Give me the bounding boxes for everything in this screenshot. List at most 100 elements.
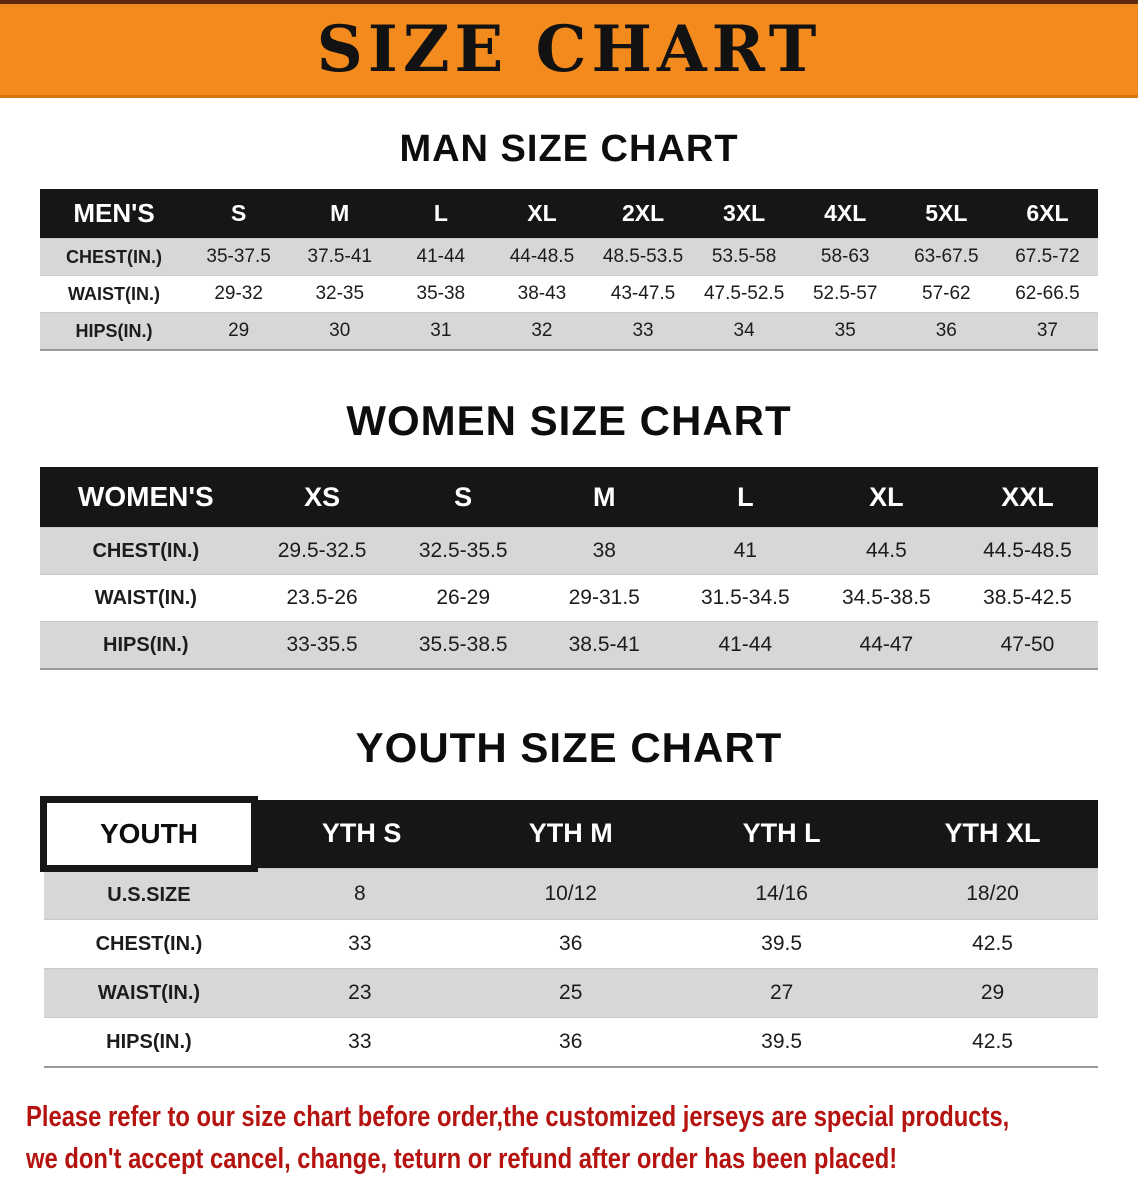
measurement-value: 35.5-38.5 [392, 621, 534, 669]
measurement-value: 29-31.5 [533, 574, 675, 622]
measurement-row: CHEST(IN.) 35-37.5 37.5-41 41-44 44-48.5 48.5… [40, 238, 1098, 276]
size-chart-banner: SIZE CHART [0, 0, 1138, 98]
measurement-row: HIPS(IN.) 33 36 39.5 42.5 [43, 1017, 1098, 1067]
measurement-value: 10/12 [465, 868, 677, 920]
measurement-value: 25 [465, 968, 677, 1018]
size-column-header: S [392, 467, 534, 528]
measurement-value: 32 [491, 312, 593, 350]
measurement-value: 44-48.5 [491, 238, 593, 276]
measurement-value: 29-32 [188, 275, 290, 313]
measurement-value: 33 [254, 1017, 466, 1067]
measurement-row: HIPS(IN.) 29 30 31 32 33 34 35 36 37 [40, 312, 1098, 350]
table-corner-label: YOUTH [40, 796, 258, 872]
measurement-value: 18/20 [887, 868, 1098, 920]
size-column-header: L [390, 189, 492, 239]
youth-size-chart-heading: YOUTH SIZE CHART [355, 724, 783, 771]
measurement-value: 37 [996, 312, 1098, 350]
measurement-row: HIPS(IN.) 33-35.5 35.5-38.5 38.5-41 41-44 44-… [40, 621, 1098, 669]
size-column-header: YTH M [465, 799, 677, 869]
size-column-header: L [674, 467, 816, 528]
mens-table-wrapper: MEN'S S M L XL 2XL 3XL 4XL 5XL 6XL CHEST(IN.) 35-37… [0, 189, 1138, 351]
measurement-value: 38.5-42.5 [956, 574, 1098, 622]
measurement-value: 35 [794, 312, 896, 350]
size-column-header: S [188, 189, 290, 239]
size-column-header: M [533, 467, 675, 528]
measurement-value: 34 [693, 312, 795, 350]
measurement-value: 41-44 [674, 621, 816, 669]
measurement-label: U.S.SIZE [43, 868, 255, 920]
measurement-value: 33 [254, 919, 466, 969]
measurement-value: 14/16 [676, 868, 888, 920]
measurement-value: 43-47.5 [592, 275, 694, 313]
size-column-header: YTH XL [887, 799, 1098, 869]
measurement-row: CHEST(IN.) 29.5-32.5 32.5-35.5 38 41 44.5 44.5… [40, 527, 1098, 575]
size-column-header: XXL [956, 467, 1098, 528]
measurement-label: WAIST(IN.) [40, 275, 189, 313]
measurement-value: 36 [895, 312, 997, 350]
measurement-value: 37.5-41 [289, 238, 391, 276]
measurement-value: 44.5-48.5 [956, 527, 1098, 575]
measurement-value: 38-43 [491, 275, 593, 313]
table-corner-label: MEN'S [40, 189, 189, 239]
measurement-value: 29 [887, 968, 1098, 1018]
measurement-value: 47.5-52.5 [693, 275, 795, 313]
size-column-header: XL [491, 189, 593, 239]
measurement-label: CHEST(IN.) [40, 527, 252, 575]
size-column-header: XL [815, 467, 957, 528]
measurement-value: 35-37.5 [188, 238, 290, 276]
measurement-label: WAIST(IN.) [40, 574, 252, 622]
mens-size-table: MEN'S S M L XL 2XL 3XL 4XL 5XL 6XL CHEST(IN.) 35-37… [40, 189, 1098, 351]
measurement-value: 33 [592, 312, 694, 350]
measurement-label: HIPS(IN.) [43, 1017, 255, 1067]
measurement-value: 36 [465, 919, 677, 969]
table-header-row: YOUTH YTH S YTH M YTH L YTH XL [40, 796, 1098, 872]
womens-table-wrapper: WOMEN'S XS S M L XL XXL CHEST(IN.) 29.5-32.5 32.5… [0, 467, 1138, 670]
measurement-value: 27 [676, 968, 888, 1018]
size-column-header: 2XL [592, 189, 694, 239]
youth-table-wrapper: YOUTH YTH S YTH M YTH L YTH XL U.S.SIZE 8 10/12… [0, 796, 1138, 1068]
size-column-header: XS [251, 467, 393, 528]
measurement-value: 58-63 [794, 238, 896, 276]
measurement-label: HIPS(IN.) [40, 621, 252, 669]
disclaimer-text: Please refer to our size chart before or… [0, 1096, 1138, 1180]
womens-size-table: WOMEN'S XS S M L XL XXL CHEST(IN.) 29.5-32.5 32.5… [40, 467, 1098, 670]
measurement-row: CHEST(IN.) 33 36 39.5 42.5 [43, 919, 1098, 969]
measurement-label: CHEST(IN.) [40, 238, 189, 276]
measurement-value: 33-35.5 [251, 621, 393, 669]
measurement-value: 42.5 [887, 1017, 1098, 1067]
measurement-value: 38.5-41 [533, 621, 675, 669]
measurement-value: 62-66.5 [996, 275, 1098, 313]
man-size-chart-heading: MAN SIZE CHART [399, 128, 739, 170]
measurement-value: 47-50 [956, 621, 1098, 669]
measurement-value: 39.5 [676, 919, 888, 969]
size-column-header: 6XL [996, 189, 1098, 239]
measurement-value: 32-35 [289, 275, 391, 313]
measurement-label: WAIST(IN.) [43, 968, 255, 1018]
measurement-row: WAIST(IN.) 23 25 27 29 [43, 968, 1098, 1018]
banner-title: SIZE CHART [316, 11, 822, 87]
measurement-value: 42.5 [887, 919, 1098, 969]
measurement-row: WAIST(IN.) 29-32 32-35 35-38 38-43 43-47.5 47.… [40, 275, 1098, 313]
measurement-value: 32.5-35.5 [392, 527, 534, 575]
measurement-value: 29 [188, 312, 290, 350]
measurement-value: 41-44 [390, 238, 492, 276]
measurement-value: 63-67.5 [895, 238, 997, 276]
measurement-value: 35-38 [390, 275, 492, 313]
disclaimer-line-1: Please refer to our size chart before or… [26, 1101, 1010, 1133]
size-column-header: 3XL [693, 189, 795, 239]
measurement-value: 67.5-72 [996, 238, 1098, 276]
measurement-value: 31 [390, 312, 492, 350]
table-header-row: WOMEN'S XS S M L XL XXL [40, 467, 1098, 528]
measurement-value: 8 [254, 868, 466, 920]
size-column-header: YTH S [254, 799, 466, 869]
size-column-header: 4XL [794, 189, 896, 239]
measurement-value: 36 [465, 1017, 677, 1067]
size-column-header: YTH L [676, 799, 888, 869]
measurement-value: 23.5-26 [251, 574, 393, 622]
measurement-value: 31.5-34.5 [674, 574, 816, 622]
youth-size-table: YOUTH YTH S YTH M YTH L YTH XL U.S.SIZE 8 10/12… [40, 796, 1098, 1068]
measurement-value: 30 [289, 312, 391, 350]
measurement-value: 53.5-58 [693, 238, 795, 276]
measurement-value: 29.5-32.5 [251, 527, 393, 575]
measurement-row: WAIST(IN.) 23.5-26 26-29 29-31.5 31.5-34.5 34… [40, 574, 1098, 622]
